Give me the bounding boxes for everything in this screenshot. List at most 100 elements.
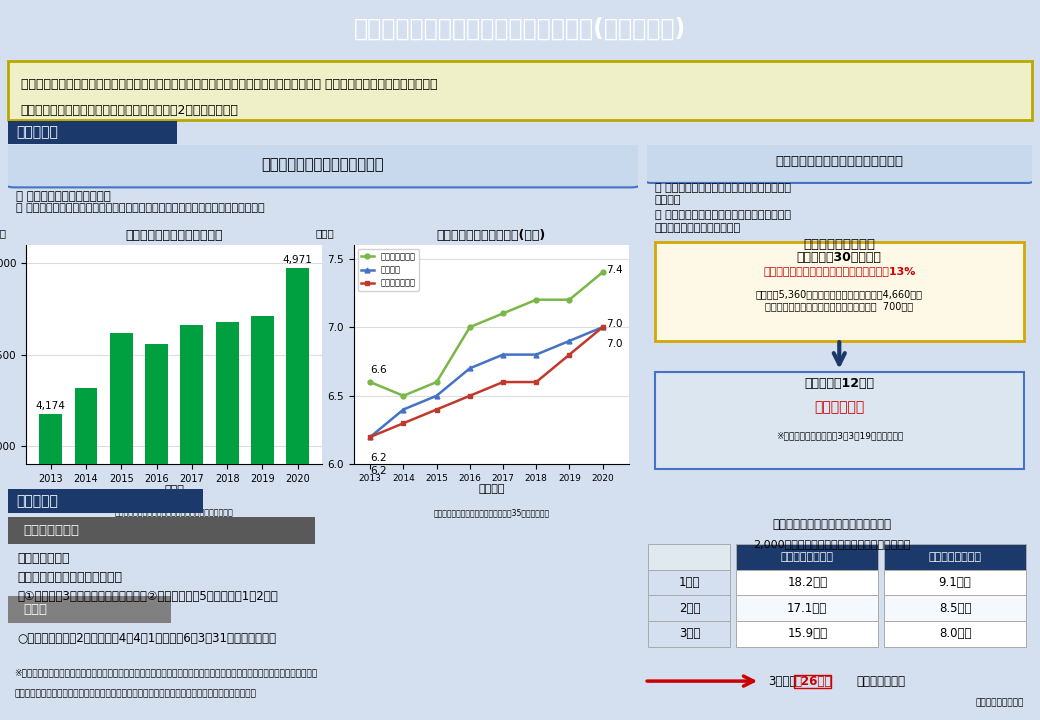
FancyBboxPatch shape <box>884 621 1025 647</box>
FancyBboxPatch shape <box>736 570 878 595</box>
Text: 現状（平成30年推計）: 現状（平成30年推計） <box>797 251 882 264</box>
Line: 分譲マンション: 分譲マンション <box>368 325 605 439</box>
Text: の負担軽減効果: の負担軽減効果 <box>856 675 905 688</box>
FancyBboxPatch shape <box>648 544 730 570</box>
Text: 7.0: 7.0 <box>606 338 623 348</box>
土地付注文住宅 <box>530 295 543 304</box>
Text: 結　果: 結 果 <box>24 603 48 616</box>
FancyBboxPatch shape <box>654 372 1024 469</box>
Bar <box>180 325 203 720</box>
Text: 2,000万円の住宅を新築した場合の固定資産税額: 2,000万円の住宅を新築した場合の固定資産税額 <box>753 539 911 549</box>
FancyBboxPatch shape <box>643 141 1036 183</box>
FancyBboxPatch shape <box>736 595 878 621</box>
FancyBboxPatch shape <box>736 544 878 570</box>
分譲マンション <box>497 378 510 387</box>
Bar <box>110 333 133 720</box>
FancyBboxPatch shape <box>8 595 171 623</box>
Bar <box>75 387 98 720</box>
FancyBboxPatch shape <box>884 595 1025 621</box>
Text: ・ 住宅の基礎的な「質」である耐震性はまだ: ・ 住宅の基礎的な「質」である耐震性はまだ <box>654 183 790 193</box>
Text: （出典）住宅金融支援機構「フラット35利用者調査」: （出典）住宅金融支援機構「フラット35利用者調査」 <box>434 508 549 517</box>
Text: （国土交通省試算）: （国土交通省試算） <box>976 698 1023 707</box>
土地付注文住宅 <box>397 392 410 400</box>
Text: 新築住宅に係る税額の減額措置: 新築住宅に係る税額の減額措置 <box>18 571 123 584</box>
Text: おおむね解消: おおむね解消 <box>814 400 864 415</box>
Text: 基礎的なストックの質の向上の必要: 基礎的なストックの質の向上の必要 <box>775 156 904 168</box>
土地付注文住宅 <box>364 378 376 387</box>
Text: ・ 耐震化を進める上での主要な手段である新: ・ 耐震化を進める上での主要な手段である新 <box>654 210 790 220</box>
Text: 6.2: 6.2 <box>370 466 387 476</box>
Text: ・ 住宅価格は年々上昇傾向。: ・ 住宅価格は年々上昇傾向。 <box>16 190 110 203</box>
Line: 土地付注文住宅: 土地付注文住宅 <box>368 270 605 398</box>
FancyBboxPatch shape <box>884 544 1025 570</box>
分譲マンション <box>397 419 410 428</box>
新築平均 <box>497 351 510 359</box>
Text: 特例措置の内容: 特例措置の内容 <box>24 524 80 537</box>
Line: 新築平均: 新築平均 <box>368 325 605 439</box>
新築平均 <box>564 336 576 345</box>
Text: 2年目: 2年目 <box>679 602 700 615</box>
Text: 1年目: 1年目 <box>679 576 700 589</box>
Text: 8.5万円: 8.5万円 <box>939 602 971 615</box>
Legend: 土地付注文住宅, 新築平均, 分譲マンション: 土地付注文住宅, 新築平均, 分譲マンション <box>358 249 418 291</box>
FancyBboxPatch shape <box>736 621 878 647</box>
土地付注文住宅 <box>596 268 608 276</box>
Bar <box>286 269 309 720</box>
Text: 3年間で: 3年間で <box>769 675 797 688</box>
Title: 住宅所要資金の年収倍率(全国): 住宅所要資金の年収倍率(全国) <box>437 229 546 242</box>
新築平均 <box>530 351 543 359</box>
Text: 9.1万円: 9.1万円 <box>939 576 971 589</box>
X-axis label: （年）: （年） <box>164 485 184 495</box>
Text: 住宅取得者の初期負担の軽減を通じて、良質な住宅の建設を促進し、居住水準の向上及び 良質な住宅ストックの形成を図る: 住宅取得者の初期負担の軽減を通じて、良質な住宅の建設を促進し、居住水準の向上及び… <box>21 78 437 91</box>
Text: 新築住宅に係る税額の減額措置の延長(固定資産税): 新築住宅に係る税額の減額措置の延長(固定資産税) <box>354 17 686 40</box>
Text: （倍）: （倍） <box>315 228 334 238</box>
FancyBboxPatch shape <box>8 61 1032 120</box>
Text: 6.2: 6.2 <box>370 454 387 464</box>
Bar <box>215 322 238 720</box>
Text: ・ 住宅取得環境は引き続き厳しい状況にあり、住宅取得者の初期負担軽減が必要。: ・ 住宅取得環境は引き続き厳しい状況にあり、住宅取得者の初期負担軽減が必要。 <box>16 204 264 213</box>
Text: 要望の結果: 要望の結果 <box>17 494 58 508</box>
Text: 総戸数約5,360万戸のうち、耐震性あり　約4,660万戸: 総戸数約5,360万戸のうち、耐震性あり 約4,660万戸 <box>756 289 922 300</box>
分譲マンション <box>596 323 608 331</box>
FancyBboxPatch shape <box>8 121 177 144</box>
Bar <box>146 343 168 720</box>
Text: 15.9万円: 15.9万円 <box>787 627 827 640</box>
X-axis label: （年度）: （年度） <box>478 485 504 495</box>
Text: 4,971: 4,971 <box>283 255 313 265</box>
Text: （万円）: （万円） <box>0 228 6 238</box>
Text: 耐震性を有しない住宅ストックの比率：約13%: 耐震性を有しない住宅ストックの比率：約13% <box>763 266 915 276</box>
Text: 8.0万円: 8.0万円 <box>939 627 971 640</box>
Text: 7.0: 7.0 <box>606 320 623 330</box>
FancyBboxPatch shape <box>648 621 730 647</box>
新築平均 <box>596 323 608 331</box>
Text: 住宅取得に係る負担軽減の必要: 住宅取得に係る負担軽減の必要 <box>262 157 384 172</box>
Text: 【住宅の耐震化率】: 【住宅の耐震化率】 <box>803 238 876 251</box>
Bar <box>40 414 62 720</box>
分譲マンション <box>464 392 476 400</box>
分譲マンション <box>364 433 376 441</box>
新築平均 <box>397 405 410 414</box>
新築平均 <box>464 364 476 373</box>
土地付注文住宅 <box>497 309 510 318</box>
Text: 6.6: 6.6 <box>370 365 387 375</box>
分譲マンション <box>431 405 443 414</box>
新築平均 <box>431 392 443 400</box>
Text: 約26万円: 約26万円 <box>795 675 831 688</box>
Text: ①戸建て：3年間　税額１／２減額　②マンション：5年間　税額1／2減額: ①戸建て：3年間 税額１／２減額 ②マンション：5年間 税額1／2減額 <box>18 590 279 603</box>
分譲マンション <box>530 378 543 387</box>
Text: ○　現行の措置を2年間（令和4年4月1日～令和6年3月31日）延長する。: ○ 現行の措置を2年間（令和4年4月1日～令和6年3月31日）延長する。 <box>18 632 277 645</box>
土地付注文住宅 <box>564 295 576 304</box>
Text: 促すために市町村長が行った勧告に従わないで建設された一定の住宅については、適用対象から除外: 促すために市町村長が行った勧告に従わないで建設された一定の住宅については、適用対… <box>15 689 256 698</box>
Text: ため、新築住宅に係る固定資産税の減額措置を2年間延長する。: ため、新築住宅に係る固定資産税の減額措置を2年間延長する。 <box>21 104 238 117</box>
FancyBboxPatch shape <box>884 570 1025 595</box>
FancyBboxPatch shape <box>8 518 315 544</box>
Text: 築・建替えを支援する必要。: 築・建替えを支援する必要。 <box>654 222 740 233</box>
Text: 【本特例による負担軽減効果（例）】: 【本特例による負担軽減効果（例）】 <box>773 518 891 531</box>
Text: 4,174: 4,174 <box>35 400 66 410</box>
新築平均 <box>364 433 376 441</box>
Text: 施策の背景: 施策の背景 <box>17 125 58 140</box>
Text: 3年目: 3年目 <box>679 627 700 640</box>
FancyBboxPatch shape <box>654 242 1024 341</box>
FancyBboxPatch shape <box>8 489 203 513</box>
Title: 全国のマンション価格の推移: 全国のマンション価格の推移 <box>126 229 223 242</box>
